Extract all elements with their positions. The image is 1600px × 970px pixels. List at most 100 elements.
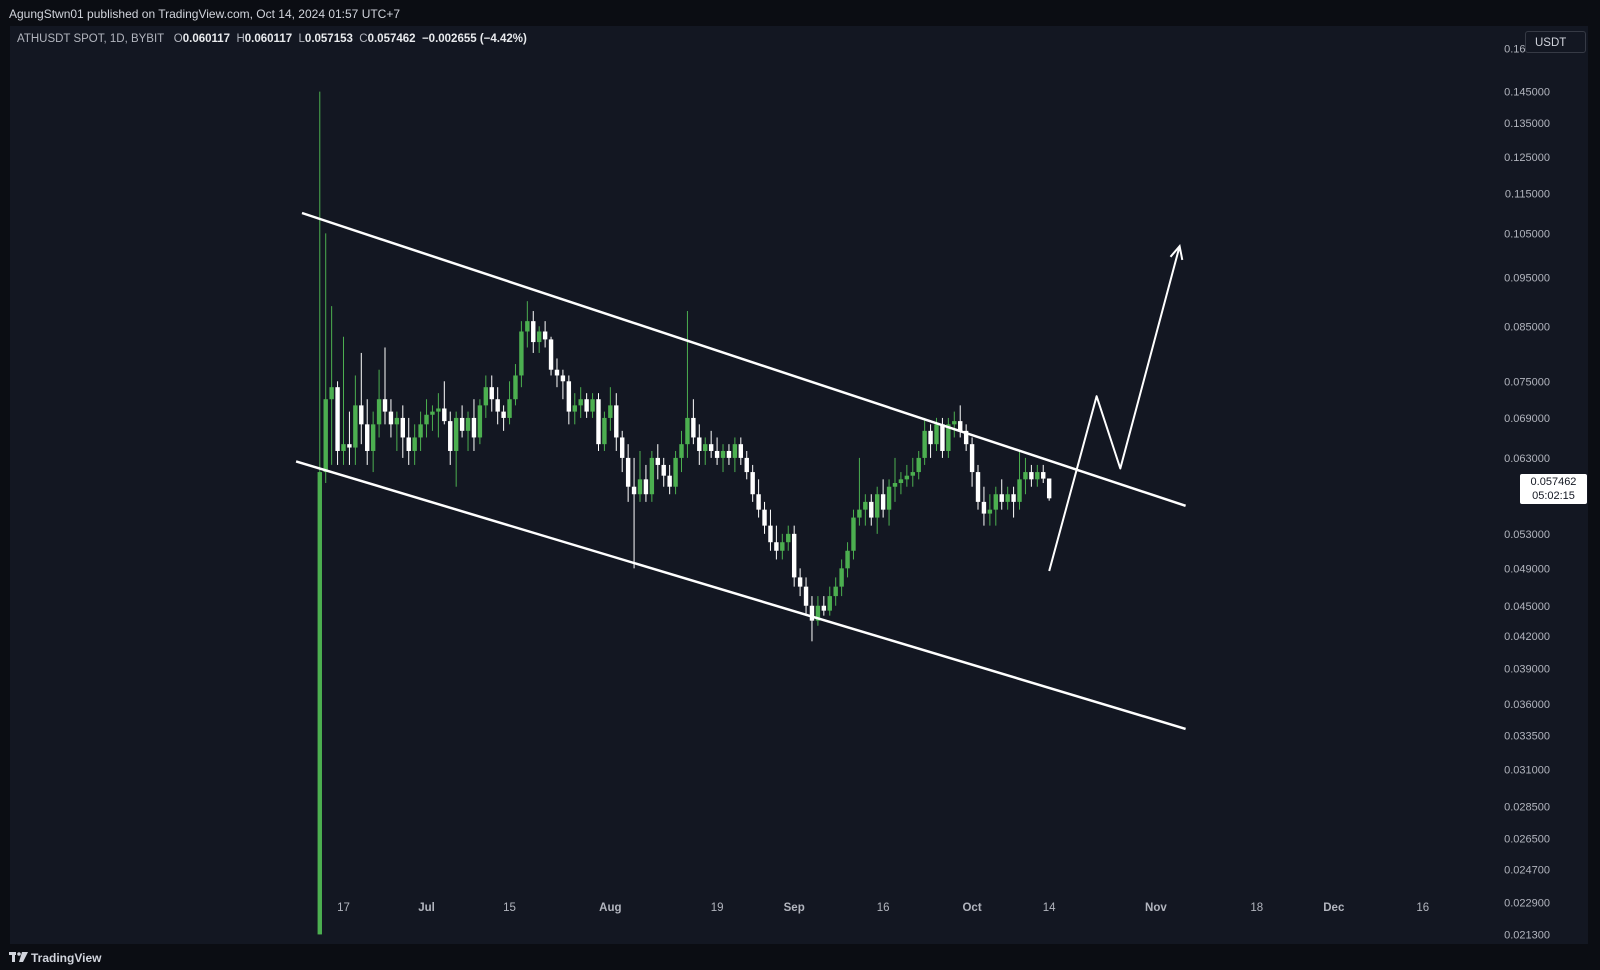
candle-body [869,501,874,518]
candle-body [477,405,483,438]
candle-body [857,509,862,518]
candle-body [566,381,572,412]
candle-body [922,430,927,458]
price-tick-label: 0.028500 [1504,801,1550,813]
candle-body [886,486,892,510]
candle-body [720,450,726,458]
time-tick-label: 16 [877,902,890,914]
price-tick-label: 0.075000 [1504,376,1550,388]
candle-body [643,479,649,495]
candle-body [459,417,465,431]
low-label: L [298,33,305,45]
candle-body [768,525,773,543]
candle-body [614,405,619,438]
candle-body [981,501,987,514]
candle-body [347,444,352,448]
candle-body [602,417,607,445]
candle-body [317,472,322,935]
lower-trendline [295,460,1186,731]
candle-body [542,331,548,340]
chart-pane[interactable] [10,26,1588,944]
tradingview-logo-icon [9,952,28,962]
candle-body [952,421,957,425]
symbol-legend: ATHUSDT SPOT, 1D, BYBIT O0.060117 H0.060… [17,33,527,45]
candle-body [329,387,334,400]
candle-body [780,542,785,551]
candle-body [507,399,512,418]
price-tick-label: 0.036000 [1504,699,1550,711]
time-tick-label: Nov [1145,902,1167,914]
bar-countdown: 05:02:15 [1532,490,1575,502]
price-tick-label: 0.026500 [1504,833,1550,845]
candle-body [875,494,880,518]
close-label: C [359,33,368,45]
candle-body [697,437,702,451]
candle-body [412,437,417,451]
candle-body [353,405,358,448]
close-value: 0.057462 [367,33,416,45]
candle-body [863,501,868,510]
candle-body [376,399,382,425]
currency-button[interactable]: USDT [1525,31,1586,53]
publish-header: AgungStwn01 published on TradingView.com… [0,0,1600,26]
candle-body [370,424,376,451]
candle-body [756,494,761,510]
symbol-info: ATHUSDT SPOT, 1D, BYBIT [17,33,165,45]
time-tick-label: Sep [784,902,805,914]
tradingview-brand[interactable]: TradingView [31,951,102,965]
time-tick-label: 17 [337,902,350,914]
price-tick-label: 0.045000 [1504,601,1550,613]
candle-body [394,417,400,425]
candle-body [774,542,779,551]
high-label: H [236,33,245,45]
candle-body [762,509,767,526]
footer-bar: TradingView [0,944,1600,970]
candle-body [958,421,963,431]
candle-body [554,369,560,376]
candle-body [803,586,809,606]
candle-body [679,444,684,458]
candle-body [738,444,744,458]
candle-body [898,479,904,484]
candle-body [442,408,447,422]
candle-body [584,399,589,412]
candle-body [839,568,844,587]
time-tick-label: 14 [1043,902,1056,914]
price-tick-label: 0.069000 [1504,413,1550,425]
price-tick-label: 0.063000 [1504,453,1550,465]
open-label: O [173,33,183,45]
open-value: 0.060117 [182,33,231,45]
candle-body [726,450,732,458]
candle-body [608,405,613,418]
candle-body [548,339,554,370]
candle-body [928,430,933,445]
candle-body [744,457,749,473]
candle-body [904,475,910,480]
time-axis: 17 Jul 15 Aug 19 Sep 16 Oct 14 Nov 18 Dec 16 [337,902,1429,914]
candle-body [448,421,453,451]
candle-body [471,417,477,438]
candle-body [750,472,755,495]
price-tick-label: 0.049000 [1504,563,1550,575]
candle-body [703,444,708,451]
price-tick-label: 0.135000 [1504,118,1550,130]
candle-body [465,417,471,431]
candle-body [708,444,714,451]
candle-body [400,417,405,438]
candle-body [359,405,364,425]
candle-body [821,605,827,611]
candle-body [525,321,530,332]
candle-body [786,533,791,543]
candles-layer [317,91,1052,935]
time-tick-label: 15 [503,902,516,914]
time-tick-label: 18 [1250,902,1263,914]
price-tick-label: 0.145000 [1504,87,1550,99]
candle-body [531,321,536,343]
price-tick-label: 0.085000 [1504,321,1550,333]
price-tick-label: 0.115000 [1505,188,1550,200]
price-tick-label: 0.031000 [1504,765,1550,777]
candle-body [1046,478,1052,499]
candle-body [625,457,631,487]
last-price-label: 0.057462 05:02:15 [1520,474,1587,504]
